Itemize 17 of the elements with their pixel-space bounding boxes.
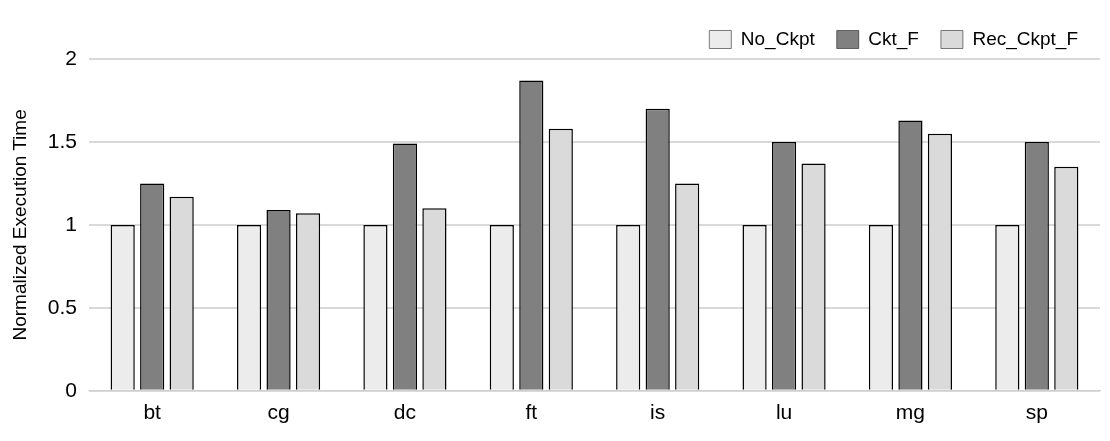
y-tick-label: 0 xyxy=(65,377,77,401)
x-tick-label: mg xyxy=(895,400,926,424)
x-tick-label: is xyxy=(650,400,666,424)
x-tick-label: lu xyxy=(775,400,793,424)
x-tick-label: ft xyxy=(525,400,538,424)
y-tick-label: 2 xyxy=(65,45,77,69)
x-tick-label: sp xyxy=(1025,400,1048,424)
x-tick-label: bt xyxy=(143,400,162,424)
y-tick-label: 1 xyxy=(65,211,77,235)
y-tick-label: 0.5 xyxy=(47,294,77,318)
x-tick-label: cg xyxy=(267,400,290,424)
legend-label: Ckt_F xyxy=(868,27,919,50)
y-axis-title: Normalized Execution Time xyxy=(8,109,30,341)
y-tick-label: 1.5 xyxy=(47,128,77,152)
legend-label: No_Ckpt xyxy=(740,27,816,50)
legend-label: Rec_Ckpt_F xyxy=(972,27,1079,50)
x-tick-label: dc xyxy=(393,400,417,424)
